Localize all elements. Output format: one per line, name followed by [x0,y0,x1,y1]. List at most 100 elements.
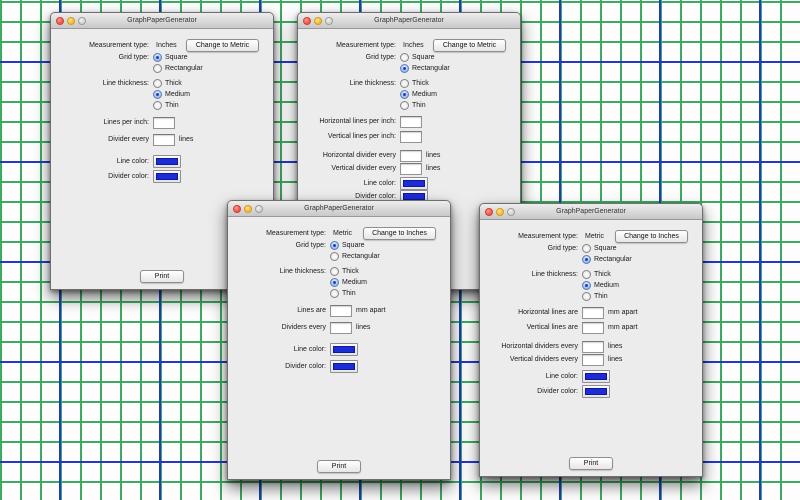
change-to-metric-button[interactable]: Change to Metric [186,39,259,52]
radio-medium-label: Medium [594,282,619,289]
minimize-button[interactable] [314,17,322,25]
vertical-lines-per-inch-label: Vertical lines per inch: [327,133,396,140]
divider-color-row: Divider color: [51,170,273,183]
radio-thick[interactable] [330,267,339,276]
field-row: Dividers every lines [228,321,450,334]
close-button[interactable] [56,17,64,25]
grid-type-square-row: Grid type: Square [51,51,273,64]
radio-thick[interactable] [153,79,162,88]
divider-color-well[interactable] [330,360,358,373]
measurement-type-label: Measurement type: [518,233,578,240]
radio-thin-label: Thin [412,102,426,109]
divider-color-well[interactable] [582,385,610,398]
zoom-button[interactable] [325,17,333,25]
print-button[interactable]: Print [140,270,184,283]
dividers-every-label: Dividers every [281,324,326,331]
measurement-type-value: Metric [333,230,353,237]
horizontal-dividers-every-input[interactable] [582,340,604,353]
radio-thin-label: Thin [594,293,608,300]
print-button[interactable]: Print [317,460,361,473]
radio-thin[interactable] [582,292,591,301]
close-button[interactable] [485,208,493,216]
radio-thin[interactable] [153,101,162,110]
vertical-divider-every-input[interactable] [400,162,422,175]
radio-rectangular-label: Rectangular [342,253,380,260]
line-color-swatch [156,158,178,165]
radio-rectangular[interactable] [153,64,162,73]
radio-square[interactable] [330,241,339,250]
minimize-button[interactable] [496,208,504,216]
radio-rectangular[interactable] [330,252,339,261]
titlebar[interactable]: GraphPaperGenerator [480,204,702,220]
line-color-swatch [333,346,355,353]
line-color-row: Line color: [480,370,702,383]
horizontal-lines-are-mm-input[interactable] [582,306,604,319]
measurement-row: Measurement type: Metric Change to Inche… [228,227,450,240]
lines-are-mm-input[interactable] [330,304,352,317]
radio-thick[interactable] [582,270,591,279]
radio-thick[interactable] [400,79,409,88]
change-to-metric-button[interactable]: Change to Metric [433,39,506,52]
lines-are-label: Lines are [297,307,326,314]
grid-type-square-row: Grid type: Square [228,239,450,252]
divider-color-swatch [403,193,425,200]
radio-thin[interactable] [330,289,339,298]
line-thickness-label: Line thickness: [279,268,326,275]
radio-square[interactable] [582,244,591,253]
measurement-type-value: Metric [585,233,605,240]
thickness-thin-row: Thin [228,287,450,300]
radio-medium-label: Medium [342,279,367,286]
divider-every-input[interactable] [153,133,175,146]
divider-color-swatch [156,173,178,180]
line-color-row: Line color: [228,343,450,356]
titlebar[interactable]: GraphPaperGenerator [228,201,450,217]
measurement-row: Measurement type: Inches Change to Metri… [298,39,520,52]
vertical-lines-are-label: Vertical lines are [526,324,578,331]
grid-type-rect-row: Rectangular [480,253,702,266]
radio-rectangular[interactable] [582,255,591,264]
radio-thin[interactable] [400,101,409,110]
vertical-lines-per-inch-input[interactable] [400,130,422,143]
minimize-button[interactable] [67,17,75,25]
line-color-well[interactable] [582,370,610,383]
field-row: Lines are mm apart [228,304,450,317]
close-button[interactable] [303,17,311,25]
dividers-every-input[interactable] [330,321,352,334]
divider-color-well[interactable] [153,170,181,183]
divider-every-label: Divider every [108,136,149,143]
horizontal-divider-every-input[interactable] [400,149,422,162]
radio-square[interactable] [153,53,162,62]
radio-square[interactable] [400,53,409,62]
divider-color-swatch [585,388,607,395]
line-color-well[interactable] [400,177,428,190]
print-button[interactable]: Print [569,457,613,470]
horizontal-lines-per-inch-input[interactable] [400,115,422,128]
zoom-button[interactable] [78,17,86,25]
radio-medium-label: Medium [412,91,437,98]
vertical-dividers-every-label: Vertical dividers every [509,356,578,363]
zoom-button[interactable] [255,205,263,213]
line-color-well[interactable] [153,155,181,168]
radio-medium[interactable] [330,278,339,287]
line-color-swatch [585,373,607,380]
radio-medium[interactable] [153,90,162,99]
vertical-lines-are-mm-input[interactable] [582,321,604,334]
grid-type-label: Grid type: [118,54,149,61]
lines-per-inch-input[interactable] [153,116,175,129]
zoom-button[interactable] [507,208,515,216]
line-color-well[interactable] [330,343,358,356]
radio-medium[interactable] [582,281,591,290]
radio-medium[interactable] [400,90,409,99]
field-row: Horizontal lines are mm apart [480,306,702,319]
thickness-thick-row: Line thickness: Thick [480,268,702,281]
window-metric-square: GraphPaperGenerator Measurement type: Me… [227,200,451,480]
vertical-dividers-every-input[interactable] [582,353,604,366]
titlebar[interactable]: GraphPaperGenerator [51,13,273,29]
change-to-inches-button[interactable]: Change to Inches [363,227,436,240]
minimize-button[interactable] [244,205,252,213]
grid-type-square-row: Grid type: Square [298,51,520,64]
change-to-inches-button[interactable]: Change to Inches [615,230,688,243]
close-button[interactable] [233,205,241,213]
titlebar[interactable]: GraphPaperGenerator [298,13,520,29]
radio-rectangular[interactable] [400,64,409,73]
